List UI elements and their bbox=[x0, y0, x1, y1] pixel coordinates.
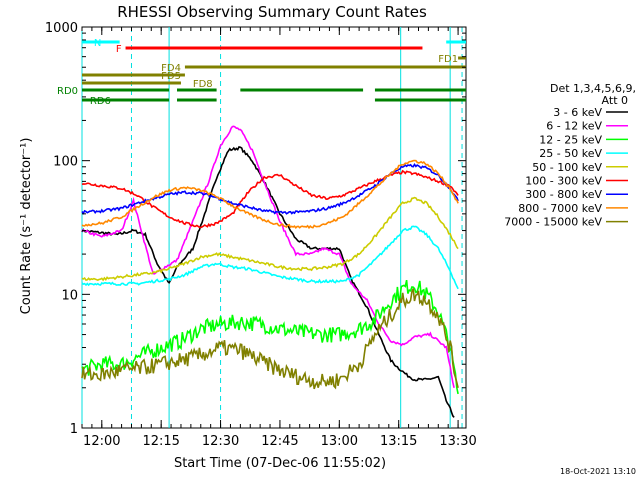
chart-title: RHESSI Observing Summary Count Rates bbox=[117, 3, 427, 21]
x-tick-label: 12:45 bbox=[261, 434, 298, 449]
legend-label: 100 - 300 keV bbox=[525, 175, 602, 188]
legend-label: 300 - 800 keV bbox=[525, 188, 602, 201]
y-tick-label: 10 bbox=[61, 288, 78, 303]
bar-label-fd4: FD4 bbox=[161, 63, 181, 74]
legend-label: 800 - 7000 keV bbox=[518, 202, 602, 215]
series-line-6 bbox=[81, 163, 459, 215]
bar-label-fd5: FD5 bbox=[161, 71, 181, 82]
series-line-0 bbox=[81, 145, 455, 418]
bar-label-fd1: FD1 bbox=[438, 54, 458, 65]
series-line-2 bbox=[81, 279, 459, 395]
series-line-7 bbox=[81, 159, 459, 230]
legend-label: 25 - 50 keV bbox=[539, 147, 602, 160]
legend-header-line1: Det 1,3,4,5,6,9, bbox=[550, 82, 636, 95]
bar-label-n: N bbox=[94, 38, 101, 49]
legend-label: 12 - 25 keV bbox=[539, 133, 602, 146]
bar-label-rd0: RD0 bbox=[57, 86, 78, 97]
x-axis-label: Start Time (07-Dec-06 11:55:02) bbox=[174, 456, 386, 471]
x-tick-label: 12:30 bbox=[202, 434, 239, 449]
x-tick-label: 13:15 bbox=[380, 434, 417, 449]
legend-label: 6 - 12 keV bbox=[546, 120, 602, 133]
y-tick-label: 1000 bbox=[45, 21, 78, 36]
legend-label: 3 - 6 keV bbox=[553, 106, 602, 119]
x-tick-label: 13:30 bbox=[439, 434, 476, 449]
x-tick-label: 13:00 bbox=[321, 434, 358, 449]
legend-label: 7000 - 15000 keV bbox=[504, 216, 602, 229]
series-lines bbox=[81, 125, 459, 418]
bar-label-rd6: RD6 bbox=[90, 96, 111, 107]
series-line-4 bbox=[81, 196, 459, 282]
timestamp: 18-Oct-2021 13:10 bbox=[560, 467, 636, 476]
axes: 1 10 100 1000 12:00 12:15 12:30 12:45 13:00 13:15… bbox=[45, 21, 477, 449]
y-axis-label: Count Rate (s⁻¹ detector⁻¹) bbox=[19, 138, 34, 315]
series-line-1 bbox=[81, 125, 455, 388]
legend-header-line2: Att 0 bbox=[602, 94, 628, 107]
bar-label-fd8: FD8 bbox=[193, 79, 213, 90]
y-tick-label: 1 bbox=[70, 422, 78, 437]
x-tick-label: 12:15 bbox=[142, 434, 179, 449]
series-line-3 bbox=[81, 225, 459, 290]
legend-label: 50 - 100 keV bbox=[532, 161, 602, 174]
bar-label-f: F bbox=[116, 44, 122, 55]
y-tick-label: 100 bbox=[53, 155, 78, 170]
plot-area bbox=[81, 26, 467, 429]
series-line-8 bbox=[81, 288, 459, 390]
x-tick-label: 12:00 bbox=[83, 434, 120, 449]
